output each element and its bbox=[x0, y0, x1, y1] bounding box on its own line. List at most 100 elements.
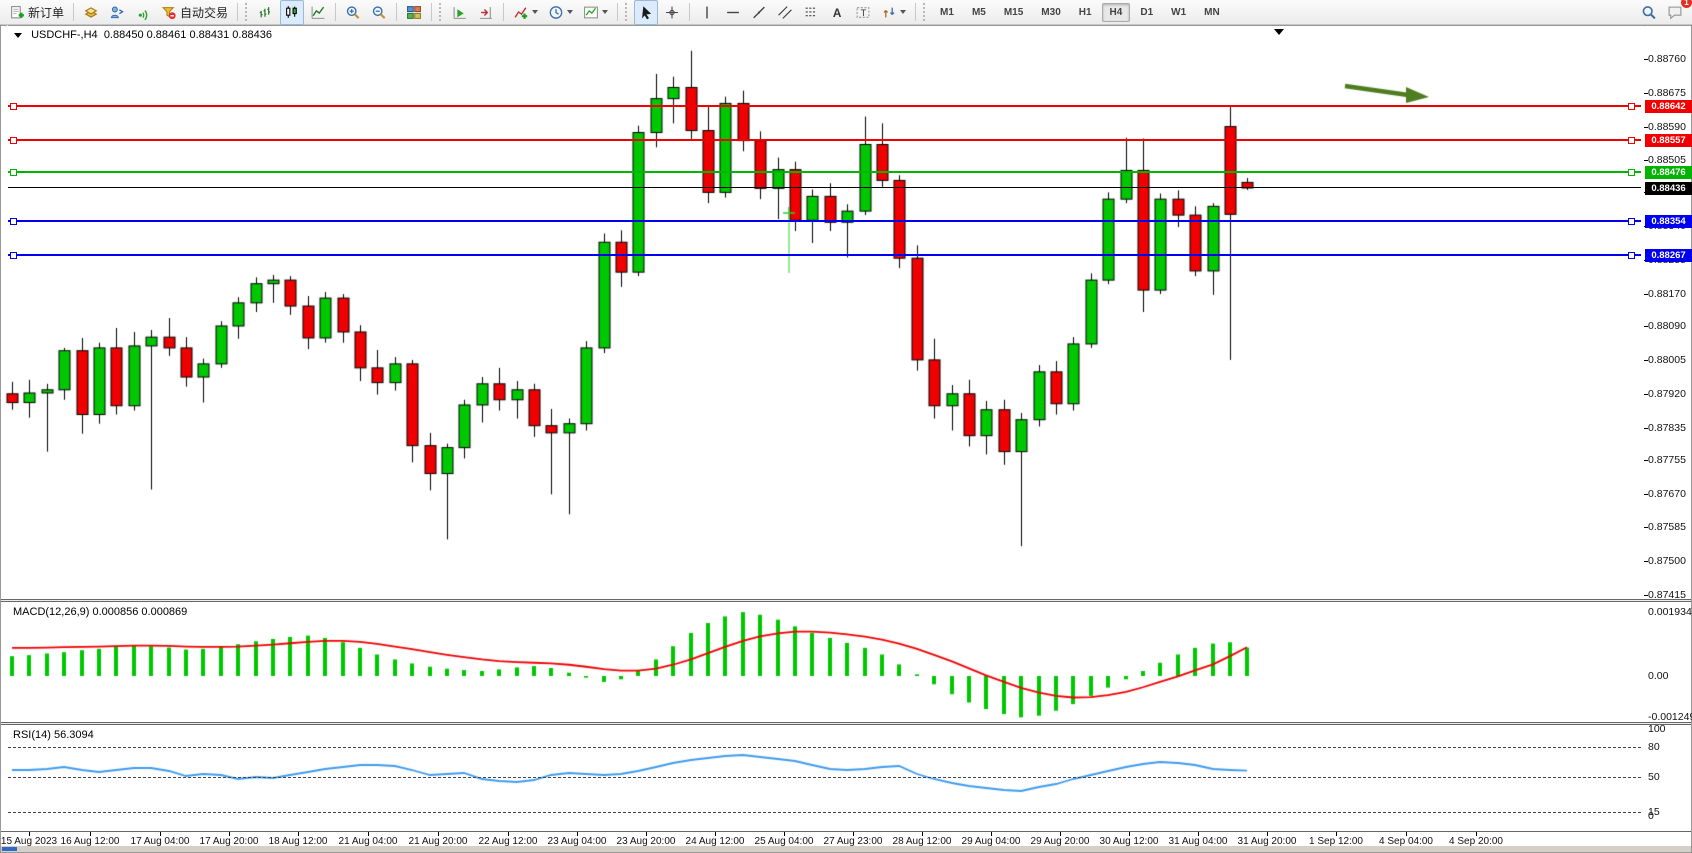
date-axis-tickmark bbox=[29, 832, 30, 836]
macd-pane-separator[interactable] bbox=[1, 599, 1691, 602]
chart-title-symbol: USDCHF-,H4 bbox=[31, 29, 98, 41]
price-tag-0.88354: 0.88354 bbox=[1645, 215, 1692, 228]
macd-pane-label: MACD(12,26,9) 0.000856 0.000869 bbox=[13, 606, 188, 618]
macd-axis-tick-label: 0.00 bbox=[1648, 670, 1669, 682]
price-axis-tick-label: 0.88005 bbox=[1648, 354, 1686, 366]
date-axis-tickmark bbox=[508, 832, 509, 836]
price-axis-tickmark bbox=[1644, 59, 1648, 60]
price-axis-tick-label: 0.87755 bbox=[1648, 454, 1686, 466]
date-axis-label: 15 Aug 2023 bbox=[0, 836, 58, 847]
line-anchor[interactable] bbox=[10, 103, 17, 110]
price-axis-tick-label: 0.87670 bbox=[1648, 488, 1686, 500]
rsi-axis-tick-label: 50 bbox=[1648, 771, 1660, 783]
line-anchor[interactable] bbox=[1628, 169, 1635, 176]
h-scrollbar-thumb[interactable] bbox=[2, 847, 17, 851]
date-axis-tickmark bbox=[438, 832, 439, 836]
price-axis-tick-label: 0.87585 bbox=[1648, 521, 1686, 533]
price-axis-tickmark bbox=[1644, 160, 1648, 161]
price-axis-tickmark bbox=[1644, 360, 1648, 361]
price-axis-tickmark bbox=[1644, 326, 1648, 327]
price-axis-tickmark bbox=[1644, 394, 1648, 395]
date-axis-tickmark bbox=[1198, 832, 1199, 836]
macd-axis-tick-label: -0.001249 bbox=[1648, 711, 1692, 723]
line-anchor[interactable] bbox=[1628, 252, 1635, 259]
price-axis-tick-label: 0.88760 bbox=[1648, 53, 1686, 65]
date-axis-label: 23 Aug 20:00 bbox=[616, 836, 676, 847]
date-axis-label: 29 Aug 20:00 bbox=[1030, 836, 1090, 847]
line-anchor[interactable] bbox=[1628, 218, 1635, 225]
date-axis-label: 29 Aug 04:00 bbox=[961, 836, 1021, 847]
price-axis-tickmark bbox=[1644, 127, 1648, 128]
price-axis-tick-label: 0.87920 bbox=[1648, 388, 1686, 400]
price-tag-0.88642: 0.88642 bbox=[1645, 100, 1692, 113]
price-axis-tick-label: 0.87500 bbox=[1648, 555, 1686, 567]
rsi-pane-separator[interactable] bbox=[1, 722, 1691, 725]
price-axis-tickmark bbox=[1644, 561, 1648, 562]
price-axis-tickmark bbox=[1644, 527, 1648, 528]
hline-resistance-0.88642[interactable] bbox=[8, 103, 1641, 110]
date-axis-label: 27 Aug 23:00 bbox=[823, 836, 883, 847]
price-axis-tick-label: 0.88675 bbox=[1648, 87, 1686, 99]
date-axis-tickmark bbox=[1267, 832, 1268, 836]
date-axis-tickmark bbox=[784, 832, 785, 836]
price-axis-tickmark bbox=[1644, 294, 1648, 295]
date-axis-tickmark bbox=[1406, 832, 1407, 836]
rsi-level-line bbox=[8, 777, 1641, 778]
line-anchor[interactable] bbox=[1628, 137, 1635, 144]
date-axis-label: 31 Aug 20:00 bbox=[1237, 836, 1297, 847]
chart-title-ohlc: 0.88450 0.88461 0.88431 0.88436 bbox=[103, 29, 273, 41]
date-axis-label: 17 Aug 04:00 bbox=[130, 836, 190, 847]
date-axis-tickmark bbox=[368, 832, 369, 836]
price-axis-tick-label: 0.88505 bbox=[1648, 154, 1686, 166]
hline-support-0.88476[interactable] bbox=[8, 169, 1641, 176]
date-axis-tickmark bbox=[922, 832, 923, 836]
date-axis-label: 30 Aug 12:00 bbox=[1099, 836, 1159, 847]
hline-support-0.88267[interactable] bbox=[8, 252, 1641, 259]
date-axis-tickmark bbox=[1129, 832, 1130, 836]
date-axis-tickmark bbox=[229, 832, 230, 836]
price-tag-0.88436: 0.88436 bbox=[1645, 182, 1692, 195]
date-axis-label: 1 Sep 12:00 bbox=[1309, 836, 1363, 847]
hline-current-price-0.88436[interactable] bbox=[8, 187, 1641, 188]
chart-menu-caret-icon[interactable] bbox=[1274, 29, 1284, 35]
line-anchor[interactable] bbox=[10, 252, 17, 259]
line-anchor[interactable] bbox=[10, 137, 17, 144]
line-anchor[interactable] bbox=[10, 218, 17, 225]
date-axis-tickmark bbox=[715, 832, 716, 836]
rsi-pane-label: RSI(14) 56.3094 bbox=[13, 729, 94, 741]
date-axis-label: 31 Aug 04:00 bbox=[1168, 836, 1228, 847]
date-axis-label: 21 Aug 20:00 bbox=[408, 836, 468, 847]
price-axis-tickmark bbox=[1644, 460, 1648, 461]
date-axis-tickmark bbox=[646, 832, 647, 836]
price-axis-tick-label: 0.87835 bbox=[1648, 422, 1686, 434]
date-axis-separator bbox=[1, 831, 1691, 832]
date-axis-label: 21 Aug 04:00 bbox=[338, 836, 398, 847]
date-axis-label: 22 Aug 12:00 bbox=[478, 836, 538, 847]
hline-support-0.88354[interactable] bbox=[8, 218, 1641, 225]
date-axis-tickmark bbox=[1476, 832, 1477, 836]
date-axis-tickmark bbox=[577, 832, 578, 836]
price-tag-0.88476: 0.88476 bbox=[1645, 166, 1692, 179]
price-axis-tickmark bbox=[1644, 595, 1648, 596]
rsi-axis-tick-label: 15 bbox=[1648, 806, 1660, 818]
date-axis-tickmark bbox=[298, 832, 299, 836]
date-axis-label: 24 Aug 12:00 bbox=[685, 836, 745, 847]
date-axis-label: 4 Sep 20:00 bbox=[1449, 836, 1503, 847]
date-axis-label: 28 Aug 12:00 bbox=[892, 836, 952, 847]
horizontal-scrollbar[interactable] bbox=[1, 846, 1691, 852]
date-axis-label: 17 Aug 20:00 bbox=[199, 836, 259, 847]
price-axis-tick-label: 0.87415 bbox=[1648, 589, 1686, 601]
line-anchor[interactable] bbox=[10, 169, 17, 176]
hline-resistance-0.88557[interactable] bbox=[8, 137, 1641, 144]
macd-axis-tick-label: 0.001934 bbox=[1648, 606, 1692, 618]
line-anchor[interactable] bbox=[1628, 103, 1635, 110]
date-axis-tickmark bbox=[1336, 832, 1337, 836]
rsi-level-line bbox=[8, 747, 1641, 748]
rsi-axis-tick-label: 0 bbox=[1648, 810, 1654, 822]
chart-collapse-icon[interactable] bbox=[14, 33, 22, 38]
date-axis-label: 25 Aug 04:00 bbox=[754, 836, 814, 847]
date-axis-label: 18 Aug 12:00 bbox=[268, 836, 328, 847]
price-tag-0.88557: 0.88557 bbox=[1645, 134, 1692, 147]
rsi-level-line bbox=[8, 812, 1641, 813]
